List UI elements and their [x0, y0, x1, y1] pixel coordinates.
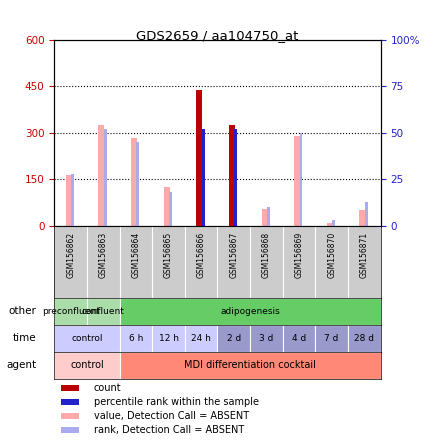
- Text: GSM156870: GSM156870: [326, 232, 335, 278]
- Bar: [184, 325, 217, 352]
- Text: agent: agent: [6, 360, 36, 370]
- Text: 2 d: 2 d: [226, 334, 240, 343]
- Text: GSM156865: GSM156865: [164, 232, 173, 278]
- Bar: [196, 90, 202, 226]
- Text: GSM156867: GSM156867: [229, 232, 238, 278]
- Text: control: control: [70, 360, 104, 370]
- Bar: [326, 223, 332, 226]
- Bar: [358, 210, 365, 226]
- Text: GDS2659 / aa104750_at: GDS2659 / aa104750_at: [136, 29, 298, 42]
- Text: count: count: [93, 383, 121, 393]
- Bar: [347, 325, 380, 352]
- Bar: [201, 129, 204, 226]
- Bar: [71, 174, 74, 226]
- Bar: [54, 325, 119, 352]
- Bar: [332, 220, 334, 226]
- Text: GSM156869: GSM156869: [294, 232, 303, 278]
- Bar: [250, 325, 282, 352]
- Text: GSM156871: GSM156871: [359, 232, 368, 278]
- Bar: [54, 352, 119, 379]
- Bar: [61, 399, 79, 405]
- Bar: [61, 413, 79, 419]
- Bar: [364, 202, 367, 226]
- Bar: [234, 129, 237, 226]
- Bar: [61, 427, 79, 433]
- Text: percentile rank within the sample: percentile rank within the sample: [93, 397, 258, 407]
- Bar: [61, 385, 79, 391]
- Bar: [152, 325, 184, 352]
- Bar: [261, 209, 267, 226]
- Bar: [119, 297, 380, 325]
- Bar: [119, 352, 380, 379]
- Text: GSM156862: GSM156862: [66, 232, 75, 278]
- Bar: [293, 136, 299, 226]
- Text: 7 d: 7 d: [324, 334, 338, 343]
- Bar: [217, 325, 250, 352]
- Text: GSM156866: GSM156866: [196, 232, 205, 278]
- Bar: [98, 125, 104, 226]
- Bar: [315, 325, 347, 352]
- Text: MDI differentiation cocktail: MDI differentiation cocktail: [184, 360, 316, 370]
- Text: 12 h: 12 h: [158, 334, 178, 343]
- Bar: [266, 207, 269, 226]
- Text: 3 d: 3 d: [259, 334, 273, 343]
- Text: GSM156868: GSM156868: [261, 232, 270, 278]
- Bar: [87, 297, 119, 325]
- Text: control: control: [71, 334, 102, 343]
- Bar: [131, 138, 137, 226]
- Text: other: other: [9, 306, 36, 316]
- Bar: [66, 174, 72, 226]
- Text: GSM156863: GSM156863: [99, 232, 108, 278]
- Text: 28 d: 28 d: [354, 334, 373, 343]
- Bar: [163, 187, 169, 226]
- Text: 6 h: 6 h: [128, 334, 143, 343]
- Bar: [54, 297, 87, 325]
- Text: adipogenesis: adipogenesis: [220, 307, 279, 316]
- Bar: [104, 129, 106, 226]
- Text: GSM156864: GSM156864: [131, 232, 140, 278]
- Text: 24 h: 24 h: [191, 334, 210, 343]
- Text: 4 d: 4 d: [291, 334, 306, 343]
- Bar: [169, 192, 171, 226]
- Bar: [119, 325, 152, 352]
- Text: value, Detection Call = ABSENT: value, Detection Call = ABSENT: [93, 411, 248, 421]
- Bar: [228, 125, 234, 226]
- Bar: [299, 133, 302, 226]
- Text: rank, Detection Call = ABSENT: rank, Detection Call = ABSENT: [93, 425, 243, 435]
- Text: time: time: [13, 333, 36, 343]
- Bar: [282, 325, 315, 352]
- Text: preconfluent: preconfluent: [42, 307, 99, 316]
- Text: confluent: confluent: [82, 307, 125, 316]
- Bar: [136, 142, 139, 226]
